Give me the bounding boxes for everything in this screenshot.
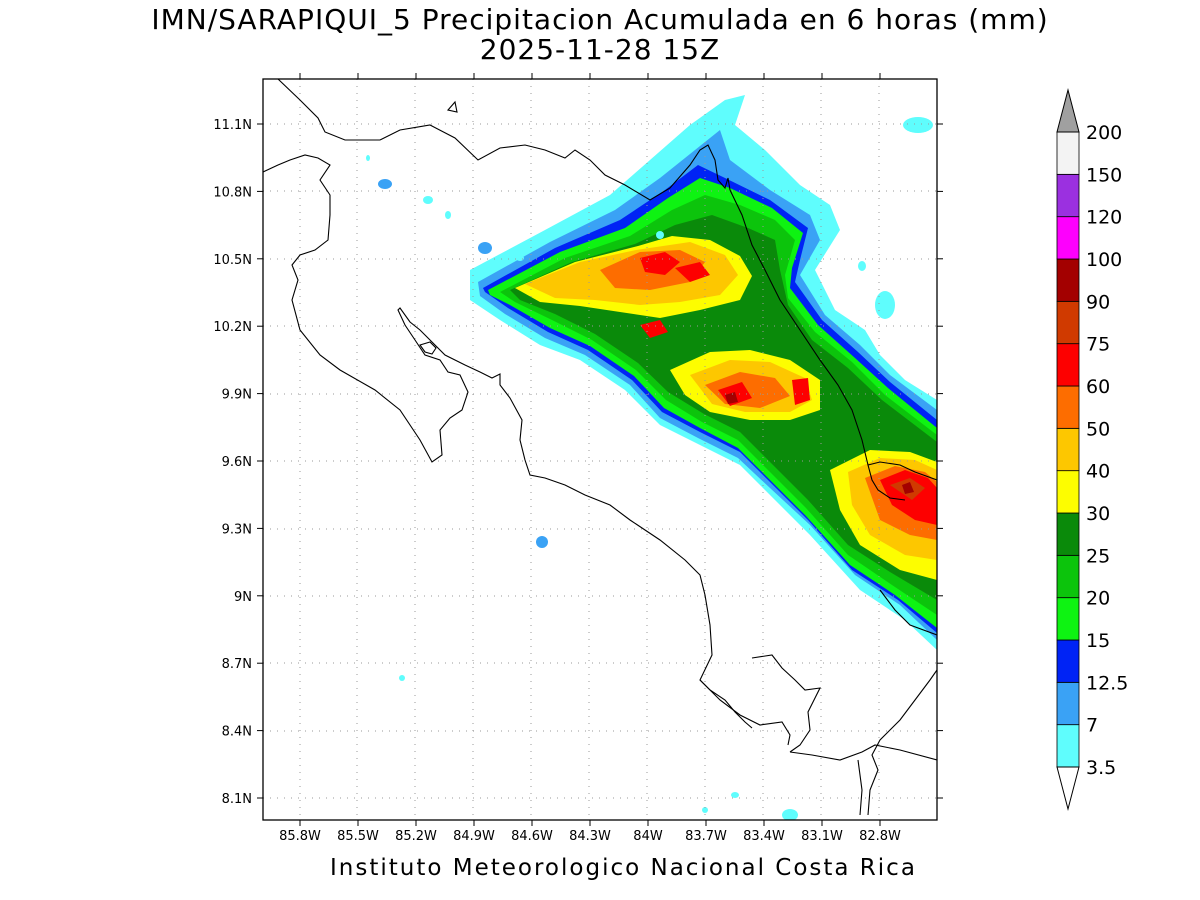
- precipitation-field: [366, 95, 937, 820]
- colorbar-label: 200: [1086, 122, 1122, 144]
- colorbar-label: 3.5: [1086, 757, 1116, 779]
- colorbar-segment: [1056, 258, 1080, 302]
- precip-cell: [875, 291, 895, 319]
- precip-cell: [858, 261, 866, 271]
- precip-cell: [516, 255, 524, 261]
- colorbar-segment: [1056, 216, 1080, 260]
- panama-pacific-coast: [867, 669, 937, 816]
- footer-credit: Instituto Meteorologico Nacional Costa R…: [330, 855, 917, 881]
- lon-tick-label: 84.6W: [511, 829, 553, 844]
- lon-tick-label: 83.4W: [743, 829, 785, 844]
- colorbar-label: 30: [1086, 503, 1110, 525]
- colorbar-label: 100: [1086, 249, 1122, 271]
- lat-tick-label: 8.1N: [222, 792, 252, 807]
- lat-tick-label: 10.2N: [213, 320, 252, 335]
- colorbar-segment: [1056, 470, 1080, 514]
- lon-tick-label: 85.5W: [337, 829, 379, 844]
- precip-cell: [536, 536, 548, 548]
- map-datetime: 2025-11-28 15Z: [479, 33, 721, 66]
- lon-tick-label: 83.7W: [685, 829, 727, 844]
- precip-cell: [731, 792, 739, 798]
- precip-cell: [702, 807, 708, 813]
- colorbar-label: 15: [1086, 630, 1110, 652]
- colorbar-label: 75: [1086, 334, 1110, 356]
- colorbar-label: 7: [1086, 715, 1098, 737]
- colorbar-segment: [1056, 385, 1080, 429]
- colorbar-segment: [1056, 300, 1080, 345]
- precip-band-60: [640, 252, 680, 275]
- colorbar-segment: [1056, 724, 1080, 768]
- lon-tick-label: 84W: [633, 829, 663, 844]
- panama-border: [867, 464, 906, 501]
- country-boundaries: [263, 79, 937, 816]
- lat-tick-label: 10.8N: [213, 185, 252, 200]
- precip-cell: [656, 231, 664, 239]
- lon-tick-label: 84.9W: [453, 829, 495, 844]
- colorbar-segment: [1056, 427, 1080, 472]
- longitude-labels: 85.8W 85.5W 85.2W 84.9W 84.6W 84.3W 84W 83.7W 83…: [279, 829, 901, 844]
- colorbar-segment: [1056, 681, 1080, 726]
- golfito-bay: [699, 679, 753, 729]
- colorbar-label: 20: [1086, 588, 1110, 610]
- precip-cell: [903, 117, 933, 133]
- colorbar-label: 25: [1086, 545, 1110, 567]
- precip-band-90: [902, 482, 914, 494]
- small-island: [446, 100, 458, 113]
- panama-caribbean-coast: [879, 589, 937, 636]
- colorbar-label: 90: [1086, 291, 1110, 313]
- lat-tick-label: 10.5N: [213, 253, 252, 268]
- colorbar-segment: [1056, 597, 1080, 641]
- colorbar: 3.5 7 12.5 15 20 25 30 40 50 60 75 90 100 120 150 200: [1056, 88, 1128, 811]
- colorbar-label: 150: [1086, 164, 1122, 186]
- colorbar-segment: [1056, 131, 1080, 175]
- colorbar-label: 12.5: [1086, 672, 1128, 694]
- axis-ticks: [257, 73, 943, 826]
- lat-tick-label: 8.7N: [222, 657, 252, 672]
- map-title: IMN/SARAPIQUI_5 Precipitacion Acumulada …: [151, 3, 1049, 36]
- colorbar-over-arrow: [1056, 88, 1080, 133]
- lat-tick-label: 9.9N: [222, 388, 252, 403]
- map-frame: [262, 78, 938, 821]
- colorbar-label: 40: [1086, 461, 1110, 483]
- colorbar-segment: [1056, 512, 1080, 556]
- colorbar-label: 60: [1086, 376, 1110, 398]
- precip-cell: [399, 675, 405, 681]
- precip-band-60e: [792, 378, 810, 405]
- colorbar-segment: [1056, 343, 1080, 387]
- precip-cell: [478, 242, 492, 254]
- lon-tick-label: 84.3W: [569, 829, 611, 844]
- nicaragua-lake-shore: [277, 79, 731, 201]
- precip-cell: [423, 196, 433, 204]
- graticule: [263, 79, 937, 820]
- colorbar-segment: [1056, 173, 1080, 218]
- latitude-labels: 11.1N 10.8N 10.5N 10.2N 9.9N 9.6N 9.3N 9N 8.7N 8.…: [213, 118, 252, 807]
- lon-tick-label: 85.2W: [395, 829, 437, 844]
- colorbar-label: 50: [1086, 418, 1110, 440]
- lon-tick-label: 82.8W: [859, 829, 901, 844]
- colorbar-under-arrow: [1056, 766, 1080, 811]
- colorbar-label: 120: [1086, 207, 1122, 229]
- nicoya-island: [419, 341, 437, 355]
- caribbean-border: [729, 189, 937, 481]
- lon-tick-label: 85.8W: [279, 829, 321, 844]
- burica-tip: [857, 759, 863, 816]
- lon-tick-label: 83.1W: [801, 829, 843, 844]
- lat-tick-label: 8.4N: [222, 725, 252, 740]
- precip-cell: [782, 809, 798, 820]
- precip-cell: [445, 211, 451, 219]
- burica-peninsula: [789, 744, 937, 761]
- colorbar-segment: [1056, 554, 1080, 599]
- colorbar-segment: [1056, 639, 1080, 683]
- lat-tick-label: 11.1N: [213, 118, 252, 133]
- costa-rica-pacific-coast: [263, 154, 791, 746]
- precip-band-60b: [675, 262, 710, 282]
- osa-peninsula: [751, 654, 821, 753]
- precip-cell: [378, 179, 392, 189]
- lat-tick-label: 9.3N: [222, 522, 252, 537]
- lat-tick-label: 9N: [234, 590, 252, 605]
- lat-tick-label: 9.6N: [222, 455, 252, 470]
- precip-cell: [366, 155, 370, 161]
- precip-band-90b: [725, 392, 738, 404]
